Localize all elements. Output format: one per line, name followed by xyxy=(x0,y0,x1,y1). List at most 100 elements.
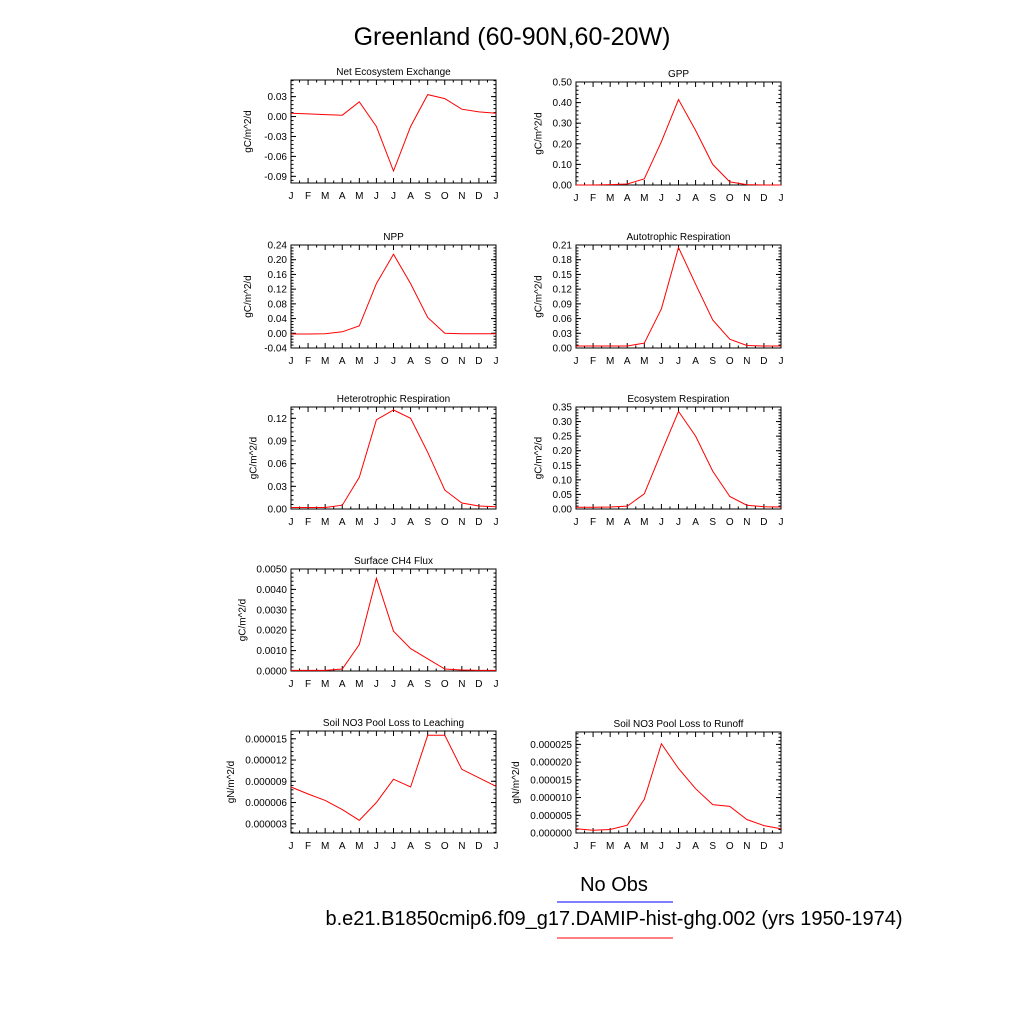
y-axis-label: gC/m^2/d xyxy=(534,112,545,155)
x-tick-label: J xyxy=(494,191,499,202)
x-tick-label: J xyxy=(289,191,294,202)
x-tick-label: M xyxy=(606,517,614,528)
y-tick-label: 0.50 xyxy=(553,78,573,89)
x-tick-label: J xyxy=(779,193,784,204)
x-tick-label: A xyxy=(624,193,631,204)
x-tick-label: N xyxy=(458,517,465,528)
y-tick-label: 0.0040 xyxy=(256,585,287,596)
x-tick-label: M xyxy=(355,841,363,852)
x-tick-label: J xyxy=(574,517,579,528)
x-tick-label: J xyxy=(494,356,499,367)
x-tick-label: M xyxy=(640,356,648,367)
x-tick-label: J xyxy=(659,841,664,852)
y-tick-label: -0.03 xyxy=(264,132,287,143)
x-tick-label: F xyxy=(305,191,311,202)
x-tick-label: A xyxy=(624,356,631,367)
x-tick-label: F xyxy=(590,517,596,528)
x-tick-label: M xyxy=(321,679,329,690)
y-tick-label: -0.04 xyxy=(264,344,287,355)
plot-frame xyxy=(290,244,497,349)
x-tick-label: J xyxy=(676,841,681,852)
x-tick-label: A xyxy=(407,679,414,690)
y-tick-label: 0.0010 xyxy=(256,646,287,657)
plot-frame xyxy=(575,406,782,510)
x-tick-label: J xyxy=(494,517,499,528)
x-tick-label: D xyxy=(475,517,482,528)
x-tick-label: O xyxy=(726,841,734,852)
y-tick-label: 0.40 xyxy=(553,98,573,109)
y-tick-label: 0.000015 xyxy=(530,775,572,786)
x-tick-label: A xyxy=(339,191,346,202)
plot-frame xyxy=(575,244,782,349)
x-tick-label: J xyxy=(494,841,499,852)
x-tick-label: A xyxy=(624,841,631,852)
panel-title: NPP xyxy=(383,232,404,243)
x-tick-label: D xyxy=(760,517,767,528)
x-tick-label: M xyxy=(640,517,648,528)
x-tick-label: M xyxy=(606,356,614,367)
x-tick-label: J xyxy=(676,356,681,367)
y-tick-label: 0.25 xyxy=(553,432,573,443)
x-tick-label: A xyxy=(339,517,346,528)
panel-title: GPP xyxy=(668,69,689,80)
y-tick-label: 0.09 xyxy=(268,437,288,448)
legend-model-label: b.e21.B1850cmip6.f09_g17.DAMIP-hist-ghg.… xyxy=(325,908,902,930)
y-tick-label: 0.000005 xyxy=(530,811,572,822)
x-tick-label: J xyxy=(659,356,664,367)
y-tick-label: 0.03 xyxy=(268,482,288,493)
x-tick-label: J xyxy=(659,193,664,204)
x-tick-label: N xyxy=(458,191,465,202)
y-tick-label: 0.000012 xyxy=(245,756,287,767)
y-tick-label: 0.00 xyxy=(268,112,288,123)
x-tick-label: F xyxy=(590,841,596,852)
x-tick-label: A xyxy=(407,517,414,528)
y-tick-label: 0.03 xyxy=(553,329,573,340)
x-tick-label: A xyxy=(692,841,699,852)
x-tick-label: O xyxy=(726,517,734,528)
panel-title: Soil NO3 Pool Loss to Leaching xyxy=(323,718,464,729)
y-tick-label: 0.12 xyxy=(268,285,288,296)
y-tick-label: 0.000015 xyxy=(245,734,287,745)
x-tick-label: M xyxy=(355,191,363,202)
x-tick-label: J xyxy=(494,679,499,690)
x-tick-label: M xyxy=(321,841,329,852)
x-tick-label: S xyxy=(424,356,431,367)
x-tick-label: F xyxy=(305,517,311,528)
series-line xyxy=(576,98,781,186)
x-tick-label: D xyxy=(760,193,767,204)
series-line xyxy=(291,576,496,671)
y-tick-label: 0.18 xyxy=(553,255,573,266)
x-tick-label: A xyxy=(407,191,414,202)
x-tick-label: J xyxy=(391,191,396,202)
x-tick-label: D xyxy=(760,841,767,852)
x-tick-label: M xyxy=(321,517,329,528)
y-tick-label: 0.10 xyxy=(553,160,573,171)
y-tick-label: -0.09 xyxy=(264,172,287,183)
y-tick-label: 0.20 xyxy=(553,139,573,150)
series-line xyxy=(576,410,782,508)
plot-frame xyxy=(575,731,782,834)
y-tick-label: 0.12 xyxy=(268,414,288,425)
x-tick-label: J xyxy=(659,517,664,528)
y-tick-label: 0.00 xyxy=(268,329,288,340)
x-tick-label: F xyxy=(305,356,311,367)
y-axis-label: gC/m^2/d xyxy=(243,110,254,153)
x-tick-label: S xyxy=(709,193,716,204)
x-tick-label: M xyxy=(355,517,363,528)
y-tick-label: 0.000010 xyxy=(530,793,572,804)
x-tick-label: A xyxy=(692,356,699,367)
y-tick-label: 0.08 xyxy=(268,299,288,310)
x-tick-label: J xyxy=(676,193,681,204)
x-tick-label: A xyxy=(407,356,414,367)
x-tick-label: D xyxy=(760,356,767,367)
x-tick-label: J xyxy=(289,356,294,367)
x-tick-label: A xyxy=(624,517,631,528)
series-line xyxy=(290,94,497,173)
y-tick-label: 0.000006 xyxy=(245,798,287,809)
y-axis-label: gN/m^2/d xyxy=(226,761,237,804)
figure-title: Greenland (60-90N,60-20W) xyxy=(354,23,671,51)
